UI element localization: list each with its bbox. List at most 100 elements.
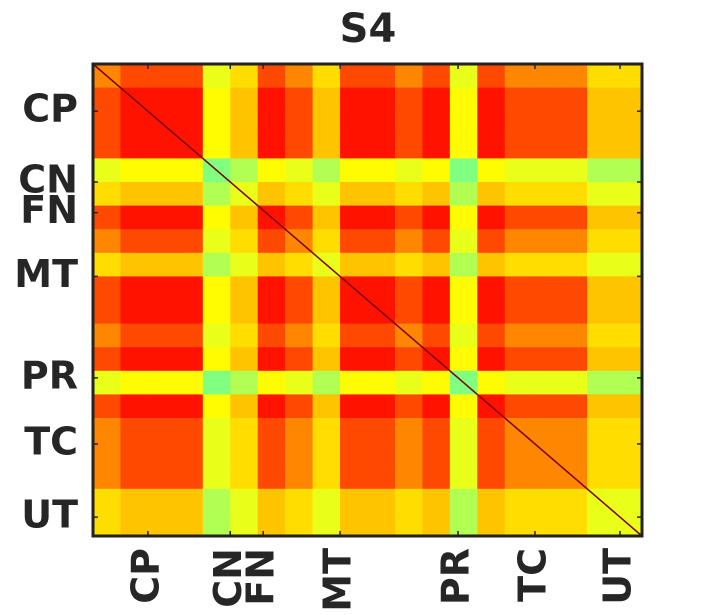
- heatmap-cell: [449, 252, 478, 277]
- heatmap-cell: [147, 87, 176, 112]
- heatmap-cell: [422, 441, 451, 466]
- heatmap-cell: [202, 488, 231, 513]
- heatmap-cell: [120, 182, 149, 207]
- heatmap-cell: [93, 252, 121, 277]
- heatmap-cell: [587, 134, 616, 159]
- heatmap-cell: [340, 229, 368, 254]
- heatmap-cell: [202, 418, 231, 443]
- heatmap-cell: [587, 370, 616, 395]
- heatmap-cell: [394, 347, 423, 372]
- heatmap-cell: [120, 134, 149, 159]
- heatmap-cell: [340, 418, 368, 443]
- heatmap-cell: [285, 64, 314, 89]
- heatmap-cells: [93, 64, 643, 537]
- heatmap-cell: [312, 418, 341, 443]
- heatmap-cell: [340, 441, 368, 466]
- heatmap-cell: [477, 229, 506, 254]
- heatmap-cell: [477, 111, 506, 136]
- heatmap-cell: [532, 465, 561, 490]
- heatmap-cell: [394, 465, 423, 490]
- heatmap-cell: [532, 64, 561, 89]
- heatmap-cell: [202, 111, 231, 136]
- y-tick-label: CN: [18, 158, 78, 202]
- heatmap-cell: [120, 276, 149, 301]
- heatmap-cell: [367, 418, 396, 443]
- heatmap-cell: [367, 347, 396, 372]
- heatmap-cell: [147, 488, 176, 513]
- heatmap-cell: [449, 205, 478, 230]
- heatmap-cell: [257, 276, 286, 301]
- heatmap-cell: [285, 488, 314, 513]
- heatmap-cell: [230, 252, 259, 277]
- heatmap-cell: [257, 465, 286, 490]
- heatmap-cell: [367, 87, 396, 112]
- heatmap-cell: [532, 182, 561, 207]
- heatmap-cell: [614, 370, 643, 395]
- heatmap-cell: [120, 488, 149, 513]
- heatmap-cell: [120, 347, 149, 372]
- heatmap-cell: [285, 276, 314, 301]
- heatmap-cell: [614, 134, 643, 159]
- heatmap-cell: [422, 300, 451, 325]
- heatmap-cell: [394, 87, 423, 112]
- heatmap-cell: [559, 300, 588, 325]
- heatmap-cell: [532, 323, 561, 348]
- heatmap-cell: [532, 347, 561, 372]
- x-tick-label: CP: [123, 548, 167, 604]
- heatmap-cell: [614, 394, 643, 419]
- heatmap-cell: [367, 323, 396, 348]
- heatmap-cell: [257, 111, 286, 136]
- heatmap-cell: [367, 134, 396, 159]
- heatmap-cell: [477, 134, 506, 159]
- heatmap-cell: [504, 323, 533, 348]
- heatmap-cell: [202, 394, 231, 419]
- heatmap-cell: [93, 300, 121, 325]
- heatmap-cell: [504, 252, 533, 277]
- heatmap-cell: [367, 512, 396, 537]
- heatmap-cell: [202, 134, 231, 159]
- heatmap-cell: [285, 205, 314, 230]
- heatmap-cell: [449, 512, 478, 537]
- heatmap-cell: [285, 182, 314, 207]
- heatmap-cell: [147, 347, 176, 372]
- heatmap-cell: [614, 488, 643, 513]
- heatmap-cell: [449, 134, 478, 159]
- heatmap-cell: [257, 323, 286, 348]
- heatmap-cell: [340, 347, 368, 372]
- y-tick-label: UT: [21, 493, 78, 537]
- heatmap-cell: [93, 182, 121, 207]
- heatmap-cell: [312, 512, 341, 537]
- heatmap-cell: [504, 394, 533, 419]
- heatmap-cell: [559, 182, 588, 207]
- heatmap-cell: [93, 229, 121, 254]
- heatmap-cell: [202, 347, 231, 372]
- heatmap-cell: [477, 347, 506, 372]
- heatmap-cell: [312, 158, 341, 183]
- heatmap-cell: [93, 418, 121, 443]
- heatmap-cell: [422, 370, 451, 395]
- heatmap-cell: [532, 394, 561, 419]
- heatmap-cell: [340, 111, 368, 136]
- heatmap-cell: [257, 418, 286, 443]
- heatmap-cell: [147, 465, 176, 490]
- heatmap-cell: [340, 323, 368, 348]
- heatmap-cell: [422, 418, 451, 443]
- heatmap-cell: [340, 87, 368, 112]
- heatmap-cell: [202, 182, 231, 207]
- heatmap-cell: [614, 158, 643, 183]
- heatmap-cell: [422, 111, 451, 136]
- heatmap-cell: [422, 488, 451, 513]
- heatmap-cell: [120, 418, 149, 443]
- heatmap-cell: [285, 418, 314, 443]
- plot-frame: [91, 62, 644, 538]
- heatmap-cell: [230, 512, 259, 537]
- heatmap-cell: [93, 370, 121, 395]
- heatmap-cell: [93, 134, 121, 159]
- heatmap-cell: [532, 488, 561, 513]
- heatmap-cell: [367, 252, 396, 277]
- heatmap-cell: [257, 512, 286, 537]
- heatmap-cell: [285, 441, 314, 466]
- heatmap-cell: [312, 488, 341, 513]
- heatmap-cell: [504, 87, 533, 112]
- heatmap-cell: [477, 488, 506, 513]
